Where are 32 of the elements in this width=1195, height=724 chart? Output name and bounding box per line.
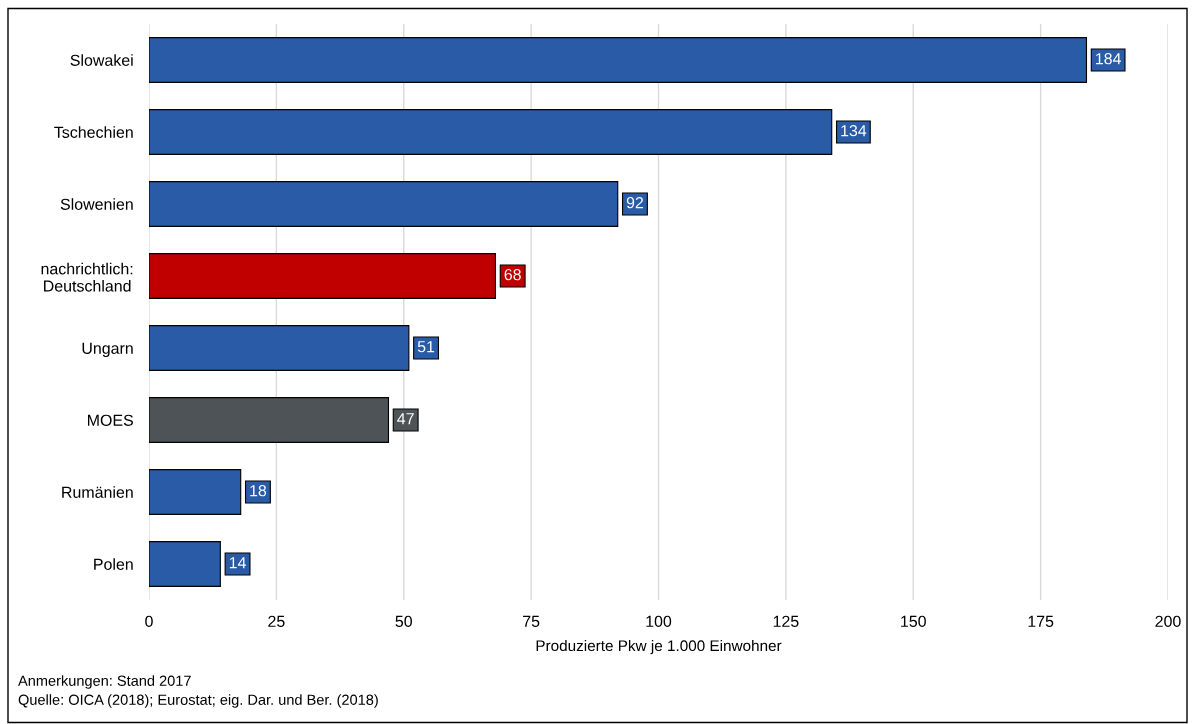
x-tick-label: 25 — [268, 615, 285, 628]
bar — [149, 181, 619, 227]
y-tick-label: Slowenien — [60, 198, 133, 210]
bar — [149, 325, 410, 371]
x-tick-label: 150 — [901, 615, 926, 628]
y-tick-label: nachrichtlich: Deutschland — [41, 262, 133, 292]
x-axis-title: Produzierte Pkw je 1.000 Einwohner — [536, 639, 782, 655]
data-label: 51 — [417, 341, 435, 353]
text: Anmerkungen: Stand 2017 — [18, 675, 191, 689]
y-tick-label: Polen — [94, 558, 133, 570]
data-label: 134 — [841, 124, 867, 137]
x-tick-label: 200 — [1155, 615, 1181, 628]
y-tick-label: Ungarn — [82, 342, 133, 358]
data-label: 18 — [250, 484, 267, 497]
y-tick-label: Rumänien — [62, 486, 133, 498]
x-tick-label: 50 — [395, 615, 413, 628]
x-tick-label: 125 — [773, 615, 799, 628]
x-tick-label: 100 — [646, 615, 672, 628]
source-note: Quelle: OICA (2018); Eurostat; eig. Dar. und Ber. (2018) — [18, 694, 378, 708]
bar — [149, 109, 833, 155]
y-tick-label: Slowakei — [70, 54, 133, 66]
data-label: 47 — [397, 413, 414, 425]
data-label: 14 — [229, 557, 246, 569]
bar — [149, 541, 221, 587]
data-label: 92 — [626, 196, 644, 209]
y-tick-label: Tschechien — [54, 126, 133, 138]
y-tick-label: MOES — [88, 414, 133, 426]
x-tick-label: 175 — [1028, 615, 1054, 628]
data-label: 184 — [1096, 52, 1121, 65]
data-label: 68 — [504, 268, 521, 281]
x-tick-label: 0 — [145, 615, 153, 628]
x-tick-label: 75 — [523, 615, 540, 628]
